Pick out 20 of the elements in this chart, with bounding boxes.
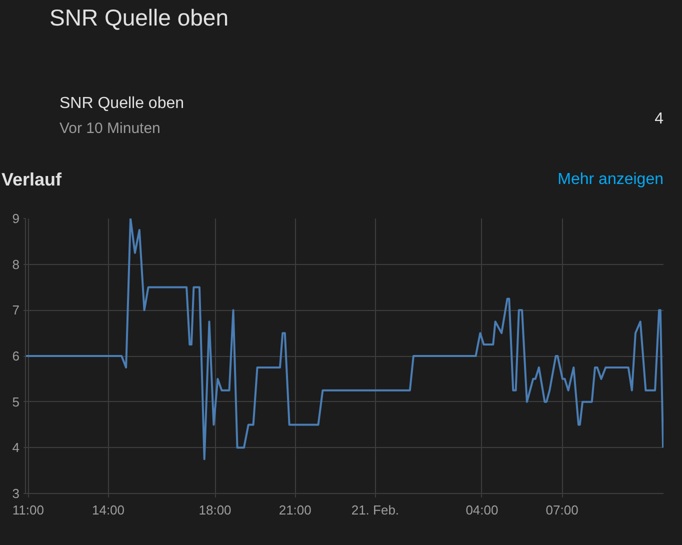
x-tick-label: 18:00 [198, 502, 232, 518]
y-tick-label: 5 [12, 394, 20, 410]
text: Vor 10 Minuten [60, 120, 160, 137]
x-tick-label: 14:00 [92, 502, 125, 518]
x-tick-label: 21. Feb. [351, 502, 400, 518]
x-tick-label: 04:00 [466, 502, 498, 518]
text: 4 [654, 110, 664, 128]
y-tick-label: 3 [12, 486, 20, 501]
text: Mehr anzeigen [558, 171, 664, 188]
x-tick-label: 11:00 [12, 502, 44, 518]
text: SNR Quelle oben [50, 4, 228, 30]
chart-title: SNR Quelle oben [60, 95, 184, 112]
y-tick-label: 9 [12, 211, 20, 226]
y-tick-label: 7 [12, 302, 20, 318]
x-tick-label: 21:00 [278, 502, 312, 518]
y-tick-label: 4 [12, 440, 20, 456]
x-tick-label: 07:00 [546, 502, 578, 518]
y-tick-label: 6 [12, 348, 20, 364]
y-tick-label: 8 [12, 256, 20, 272]
text: Verlauf [2, 170, 63, 190]
